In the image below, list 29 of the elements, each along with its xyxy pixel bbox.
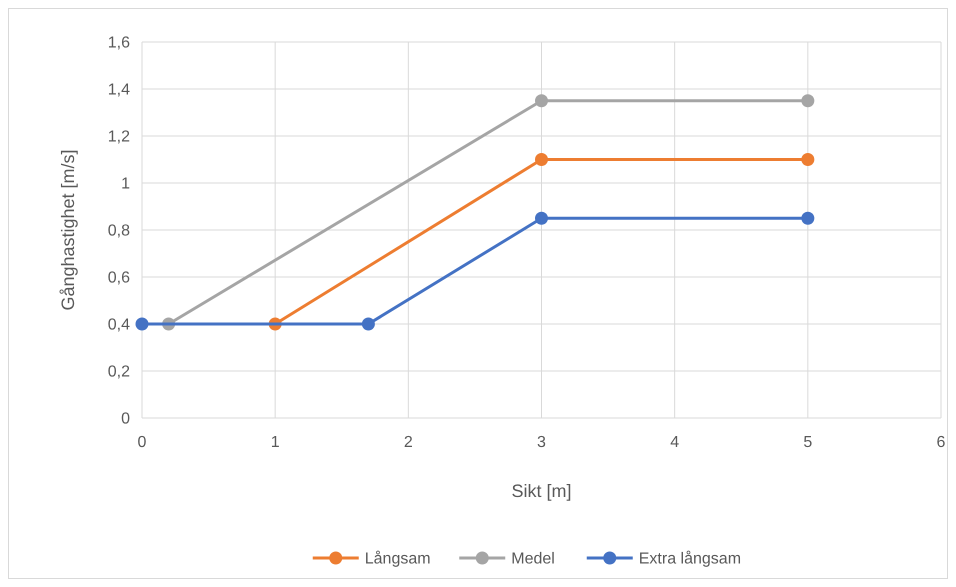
- y-axis-title: Gånghastighet [m/s]: [58, 149, 78, 311]
- x-tick-label: 6: [936, 434, 946, 451]
- y-tick-label: 0,4: [108, 316, 130, 334]
- legend-label: Medel: [511, 550, 555, 568]
- x-tick-label: 4: [670, 434, 680, 451]
- y-tick-label: 1: [121, 176, 130, 193]
- y-tick-label: 0,2: [108, 364, 130, 381]
- point: [801, 153, 814, 166]
- point: [801, 94, 814, 108]
- x-axis-title: Sikt [m]: [511, 481, 572, 501]
- x-tick-label: 5: [803, 434, 812, 451]
- point: [535, 94, 548, 108]
- point: [136, 318, 148, 330]
- y-tick-label: 0,8: [108, 222, 130, 240]
- y-tick-label: 1,6: [108, 34, 130, 52]
- x-tick-label: 3: [537, 434, 546, 451]
- x-tick-label: 2: [404, 434, 413, 451]
- point: [535, 153, 548, 166]
- y-tick-label: 1,2: [108, 128, 130, 146]
- legend-label: Extra långsam: [638, 550, 742, 568]
- x-tick-label: 1: [270, 434, 280, 451]
- y-tick-label: 0: [121, 410, 130, 428]
- point: [535, 212, 548, 225]
- legend-label: Långsam: [364, 550, 431, 568]
- x-tick-label: 0: [138, 434, 147, 451]
- point: [801, 212, 814, 225]
- y-tick-label: 1,4: [108, 82, 130, 99]
- y-tick-label: 0,6: [108, 270, 130, 287]
- point: [362, 318, 375, 330]
